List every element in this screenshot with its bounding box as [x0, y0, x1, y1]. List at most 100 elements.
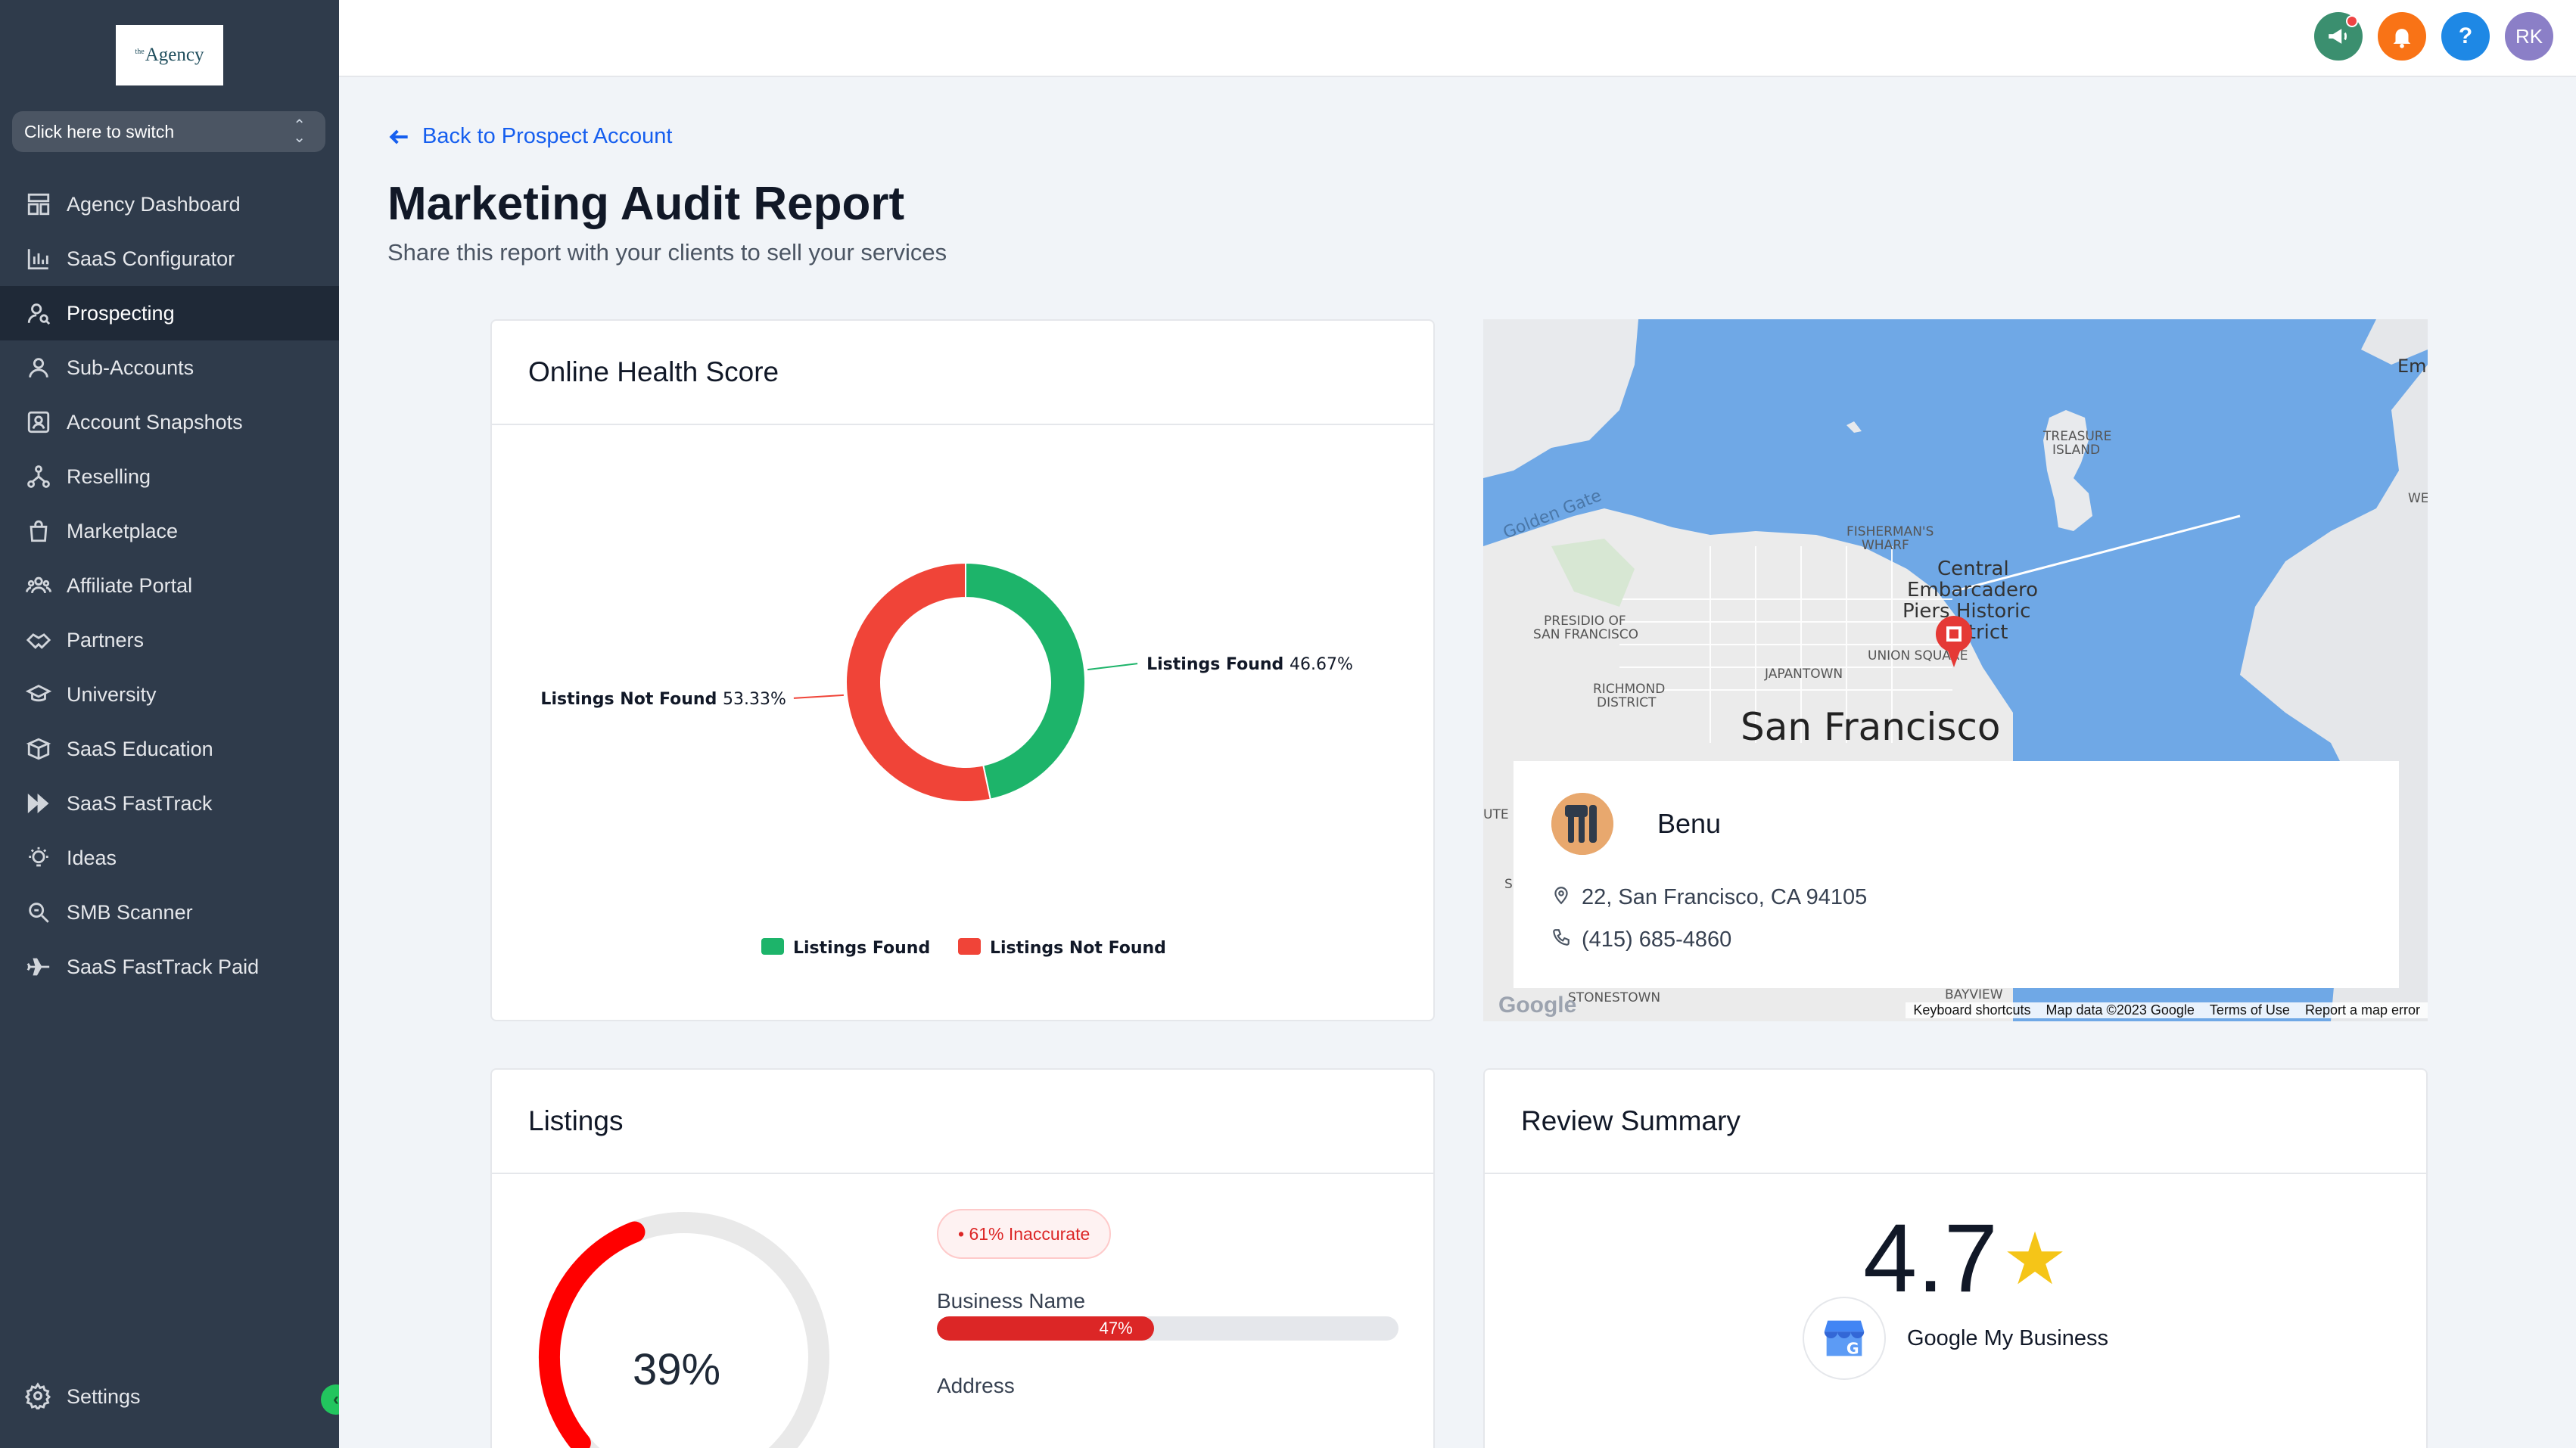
- notifications-button[interactable]: [2378, 12, 2426, 61]
- help-button[interactable]: ?: [2441, 12, 2490, 61]
- map-terms-link[interactable]: Terms of Use: [2201, 1002, 2298, 1018]
- arrow-left-icon: [389, 129, 408, 144]
- map-label-piers-historic: Piers Historic: [1902, 600, 2030, 623]
- donut-leader-line: [1087, 663, 1138, 671]
- map-data-credit: Map data ©2023 Google: [2038, 1002, 2202, 1018]
- sidebar-item-label: SaaS Configurator: [67, 247, 235, 270]
- bag-icon: [24, 517, 53, 545]
- account-switcher[interactable]: Click here to switch ⌃ ⌄: [12, 111, 325, 152]
- sidebar-item-marketplace[interactable]: Marketplace: [0, 504, 339, 558]
- review-summary-card: Review Summary 4.7 ★ G Google My Busines…: [1483, 1068, 2428, 1448]
- main-content: Back to Prospect Account Marketing Audit…: [339, 77, 2576, 1448]
- back-link-label: Back to Prospect Account: [422, 124, 673, 148]
- top-icons: ? RK: [2314, 12, 2553, 61]
- map-label-embarcadero: Embarcadero: [1907, 579, 2038, 601]
- back-to-prospect-link[interactable]: Back to Prospect Account: [387, 124, 672, 149]
- map-label-fishermans: FISHERMAN'S: [1846, 524, 1934, 539]
- card-title: Listings: [492, 1070, 1433, 1174]
- chart-bar-icon: [24, 244, 53, 273]
- avatar-initials: RK: [2515, 24, 2543, 48]
- sidebar-item-label: SaaS Education: [67, 737, 213, 760]
- map-label-san-francisco-small: SAN FRANCISCO: [1533, 627, 1638, 642]
- sidebar-item-label: SaaS FastTrack: [67, 791, 213, 815]
- plane-icon: [24, 952, 53, 981]
- map-label-ute: UTE: [1483, 807, 1509, 822]
- sidebar-item-settings[interactable]: Settings: [0, 1369, 339, 1424]
- donut-slice-listings-not-found[interactable]: [845, 561, 992, 803]
- bell-icon: [2393, 29, 2411, 48]
- sidebar-item-account-snapshots[interactable]: Account Snapshots: [0, 395, 339, 449]
- sidebar-item-label: University: [67, 682, 157, 706]
- sidebar-item-affiliate-portal[interactable]: Affiliate Portal: [0, 558, 339, 613]
- sidebar-item-saas-fasttrack-paid[interactable]: SaaS FastTrack Paid: [0, 940, 339, 994]
- sidebar-item-agency-dashboard[interactable]: Agency Dashboard: [0, 177, 339, 231]
- graduation-cap-icon: [24, 680, 53, 709]
- map-label-wharf: WHARF: [1862, 538, 1909, 553]
- legend-swatch: [958, 938, 981, 955]
- legend-swatch: [761, 938, 784, 955]
- restaurant-logo-icon: [1551, 793, 1613, 855]
- top-bar: ? RK: [339, 0, 2576, 77]
- snapshot-icon: [24, 408, 53, 437]
- listings-score-gauge: 39%: [539, 1212, 829, 1448]
- map-pin-icon[interactable]: [1935, 616, 1972, 667]
- business-name-progress: 47%: [937, 1316, 1398, 1341]
- donut-data-label: Listings Not Found 53.33%: [540, 690, 786, 709]
- map-footer: Keyboard shortcuts Map data ©2023 Google…: [1483, 999, 2428, 1021]
- sidebar-item-saas-fasttrack[interactable]: SaaS FastTrack: [0, 776, 339, 831]
- phone-icon: [1553, 929, 1570, 946]
- legend-label: Listings Found: [793, 939, 930, 958]
- map-label-japantown: JAPANTOWN: [1764, 667, 1843, 682]
- legend-item[interactable]: Listings Found: [761, 938, 930, 958]
- agency-logo-text: theAgency: [135, 45, 204, 65]
- inaccurate-badge: • 61% Inaccurate: [937, 1209, 1112, 1259]
- sidebar-item-sub-accounts[interactable]: Sub-Accounts: [0, 340, 339, 395]
- svg-text:G: G: [1846, 1339, 1859, 1357]
- sidebar-item-smb-scanner[interactable]: SMB Scanner: [0, 885, 339, 940]
- sidebar-item-label: Sub-Accounts: [67, 356, 194, 379]
- map-label-richmond-district: DISTRICT: [1597, 695, 1657, 710]
- map-label-stonestown: STONESTOWN: [1568, 990, 1660, 1005]
- business-info-card: Benu 22, San Francisco, CA 94105 (415) 6…: [1514, 761, 2399, 988]
- sidebar-item-university[interactable]: University: [0, 667, 339, 722]
- chevron-updown-icon: ⌃ ⌄: [293, 117, 306, 146]
- sidebar-item-prospecting[interactable]: Prospecting: [0, 286, 339, 340]
- map-keyboard-shortcuts[interactable]: Keyboard shortcuts: [1906, 1002, 2039, 1018]
- user-avatar[interactable]: RK: [2505, 12, 2553, 61]
- announcement-button[interactable]: [2314, 12, 2363, 61]
- map-report-error-link[interactable]: Report a map error: [2297, 1002, 2428, 1018]
- handshake-icon: [24, 626, 53, 654]
- user-icon: [24, 353, 53, 382]
- donut-slice-listings-found[interactable]: [965, 561, 1086, 800]
- review-source-label: Google My Business: [1907, 1325, 2108, 1350]
- notification-dot: [2346, 15, 2358, 27]
- agency-logo[interactable]: theAgency: [116, 25, 223, 85]
- map-label-presidio: PRESIDIO OF: [1544, 614, 1626, 629]
- sidebar-item-saas-education[interactable]: SaaS Education: [0, 722, 339, 776]
- legend-item[interactable]: Listings Not Found: [958, 938, 1166, 958]
- listings-card: Listings 39% • 61% Inaccurate Business N…: [490, 1068, 1435, 1448]
- business-name-progress-fill: 47%: [937, 1316, 1154, 1341]
- sidebar-item-label: Account Snapshots: [67, 410, 243, 433]
- lightbulb-icon: [24, 844, 53, 872]
- page-subtitle: Share this report with your clients to s…: [387, 239, 947, 266]
- network-icon: [24, 462, 53, 491]
- magnify-icon: [24, 898, 53, 927]
- sidebar-item-reselling[interactable]: Reselling: [0, 449, 339, 504]
- map-city-label: San Francisco: [1741, 705, 2000, 749]
- sidebar-item-ideas[interactable]: Ideas: [0, 831, 339, 885]
- star-icon: ★: [2002, 1218, 2067, 1300]
- map-label-island: ISLAND: [2052, 443, 2100, 458]
- sidebar-item-label: Reselling: [67, 465, 151, 488]
- sidebar-item-partners[interactable]: Partners: [0, 613, 339, 667]
- map-label-union-square: UNION SQUARE: [1868, 648, 1968, 663]
- sidebar-item-label: Agency Dashboard: [67, 192, 241, 216]
- chevron-left-icon: ‹: [333, 1389, 339, 1409]
- business-name: Benu: [1657, 808, 1722, 839]
- google-my-business-icon: G: [1803, 1297, 1886, 1380]
- sidebar-item-saas-configurator[interactable]: SaaS Configurator: [0, 231, 339, 286]
- gear-icon: [24, 1382, 53, 1412]
- legend-label: Listings Not Found: [990, 939, 1166, 958]
- field-address-label: Address: [937, 1374, 1015, 1397]
- settings-label: Settings: [67, 1384, 141, 1408]
